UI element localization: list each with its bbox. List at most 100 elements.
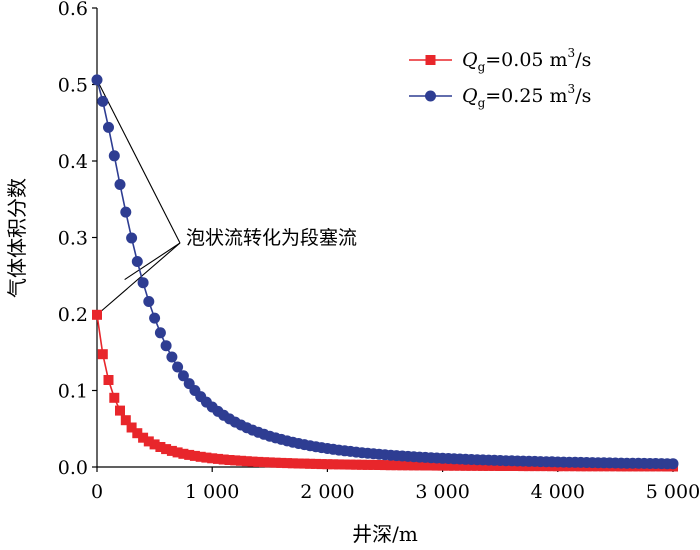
data-point xyxy=(97,95,109,107)
data-point xyxy=(305,458,316,469)
axes xyxy=(96,8,673,468)
data-point xyxy=(247,456,258,467)
data-point xyxy=(149,312,161,324)
y-tick-label: 0.2 xyxy=(58,304,88,326)
legend-subscript: g xyxy=(478,60,486,74)
data-point xyxy=(230,455,241,466)
data-point xyxy=(218,454,229,465)
series-2 xyxy=(91,74,679,470)
data-point xyxy=(259,457,269,468)
data-point xyxy=(114,179,126,190)
data-point xyxy=(351,459,362,470)
y-tick-label: 0.1 xyxy=(58,381,88,403)
y-tick-label: 0.3 xyxy=(58,228,88,250)
data-point xyxy=(345,459,356,470)
data-point xyxy=(420,460,431,471)
series-1 xyxy=(92,309,678,472)
data-point xyxy=(131,256,143,267)
data-point xyxy=(103,375,114,385)
data-point xyxy=(426,460,437,471)
data-point xyxy=(328,459,339,470)
data-point xyxy=(270,457,281,468)
data-point xyxy=(138,432,149,443)
legend-symbol: Q xyxy=(462,49,478,71)
data-point xyxy=(460,460,471,471)
data-point xyxy=(126,422,137,433)
x-tick-label: 1 000 xyxy=(185,481,239,503)
data-point xyxy=(316,459,327,470)
data-point xyxy=(155,442,166,452)
data-point xyxy=(414,460,425,471)
series-layer xyxy=(91,74,679,472)
data-point xyxy=(92,309,102,320)
data-point xyxy=(213,453,223,464)
y-tick-label: 0.6 xyxy=(58,0,88,20)
data-point xyxy=(143,296,155,307)
data-point xyxy=(374,460,385,470)
data-point xyxy=(483,460,494,471)
legend-value: =0.05 m xyxy=(485,49,567,71)
data-point xyxy=(362,459,373,470)
data-point xyxy=(184,449,195,460)
y-tick-label: 0.5 xyxy=(58,75,88,97)
data-point xyxy=(126,232,138,244)
data-point xyxy=(449,460,460,471)
data-point xyxy=(178,448,189,459)
data-point xyxy=(224,455,235,465)
data-point xyxy=(172,447,183,458)
legend-unit: /s xyxy=(575,49,591,71)
series-line xyxy=(96,79,673,465)
data-point xyxy=(339,459,350,470)
data-point xyxy=(299,458,310,469)
data-point xyxy=(310,458,321,469)
data-point xyxy=(385,460,396,471)
x-tick-label: 0 xyxy=(91,481,103,503)
series-line xyxy=(96,314,673,468)
data-point xyxy=(357,459,367,470)
annotation-leader xyxy=(96,242,181,316)
data-point xyxy=(489,460,500,471)
data-point xyxy=(166,445,177,456)
x-tick-label: 5 000 xyxy=(646,481,700,503)
y-tick-label: 0.4 xyxy=(58,151,88,173)
data-point xyxy=(97,349,108,360)
data-point xyxy=(276,457,287,468)
data-point xyxy=(115,405,125,416)
ticks: 0 1 000 2 000 3 000 4 000 5 000 0.0 0.1 0.2 0.3 0.… xyxy=(58,0,700,503)
x-tick-label: 4 000 xyxy=(531,481,585,503)
data-point xyxy=(472,460,483,471)
data-point xyxy=(477,460,488,471)
data-point xyxy=(166,351,178,363)
data-point xyxy=(333,459,344,470)
data-point xyxy=(109,392,120,403)
legend-superscript: 3 xyxy=(568,82,576,96)
x-tick-label: 2 000 xyxy=(300,481,354,503)
data-point xyxy=(667,458,679,470)
annotation: 泡状流转化为段塞流 xyxy=(96,79,357,316)
data-point xyxy=(282,458,293,469)
data-point xyxy=(287,458,298,469)
data-point xyxy=(160,340,172,352)
legend-label: Qg=0.25 m3/s xyxy=(462,82,591,110)
legend-superscript: 3 xyxy=(568,46,576,60)
y-axis-title: 气体体积分数 xyxy=(5,178,29,298)
data-point xyxy=(368,459,379,470)
data-point xyxy=(120,206,132,218)
data-point xyxy=(391,460,402,471)
legend-label: Qg=0.05 m3/s xyxy=(462,46,591,74)
data-point xyxy=(161,444,172,455)
data-point xyxy=(108,150,120,162)
data-point xyxy=(189,450,200,461)
data-point xyxy=(466,460,477,471)
data-point xyxy=(172,361,184,373)
data-point xyxy=(201,452,212,463)
data-point xyxy=(103,121,114,133)
data-point xyxy=(322,459,333,470)
data-point xyxy=(380,460,390,471)
data-point xyxy=(154,327,166,339)
data-point xyxy=(132,428,143,439)
legend-value: =0.25 m xyxy=(485,85,567,107)
data-point xyxy=(443,460,454,471)
data-point xyxy=(195,451,206,462)
